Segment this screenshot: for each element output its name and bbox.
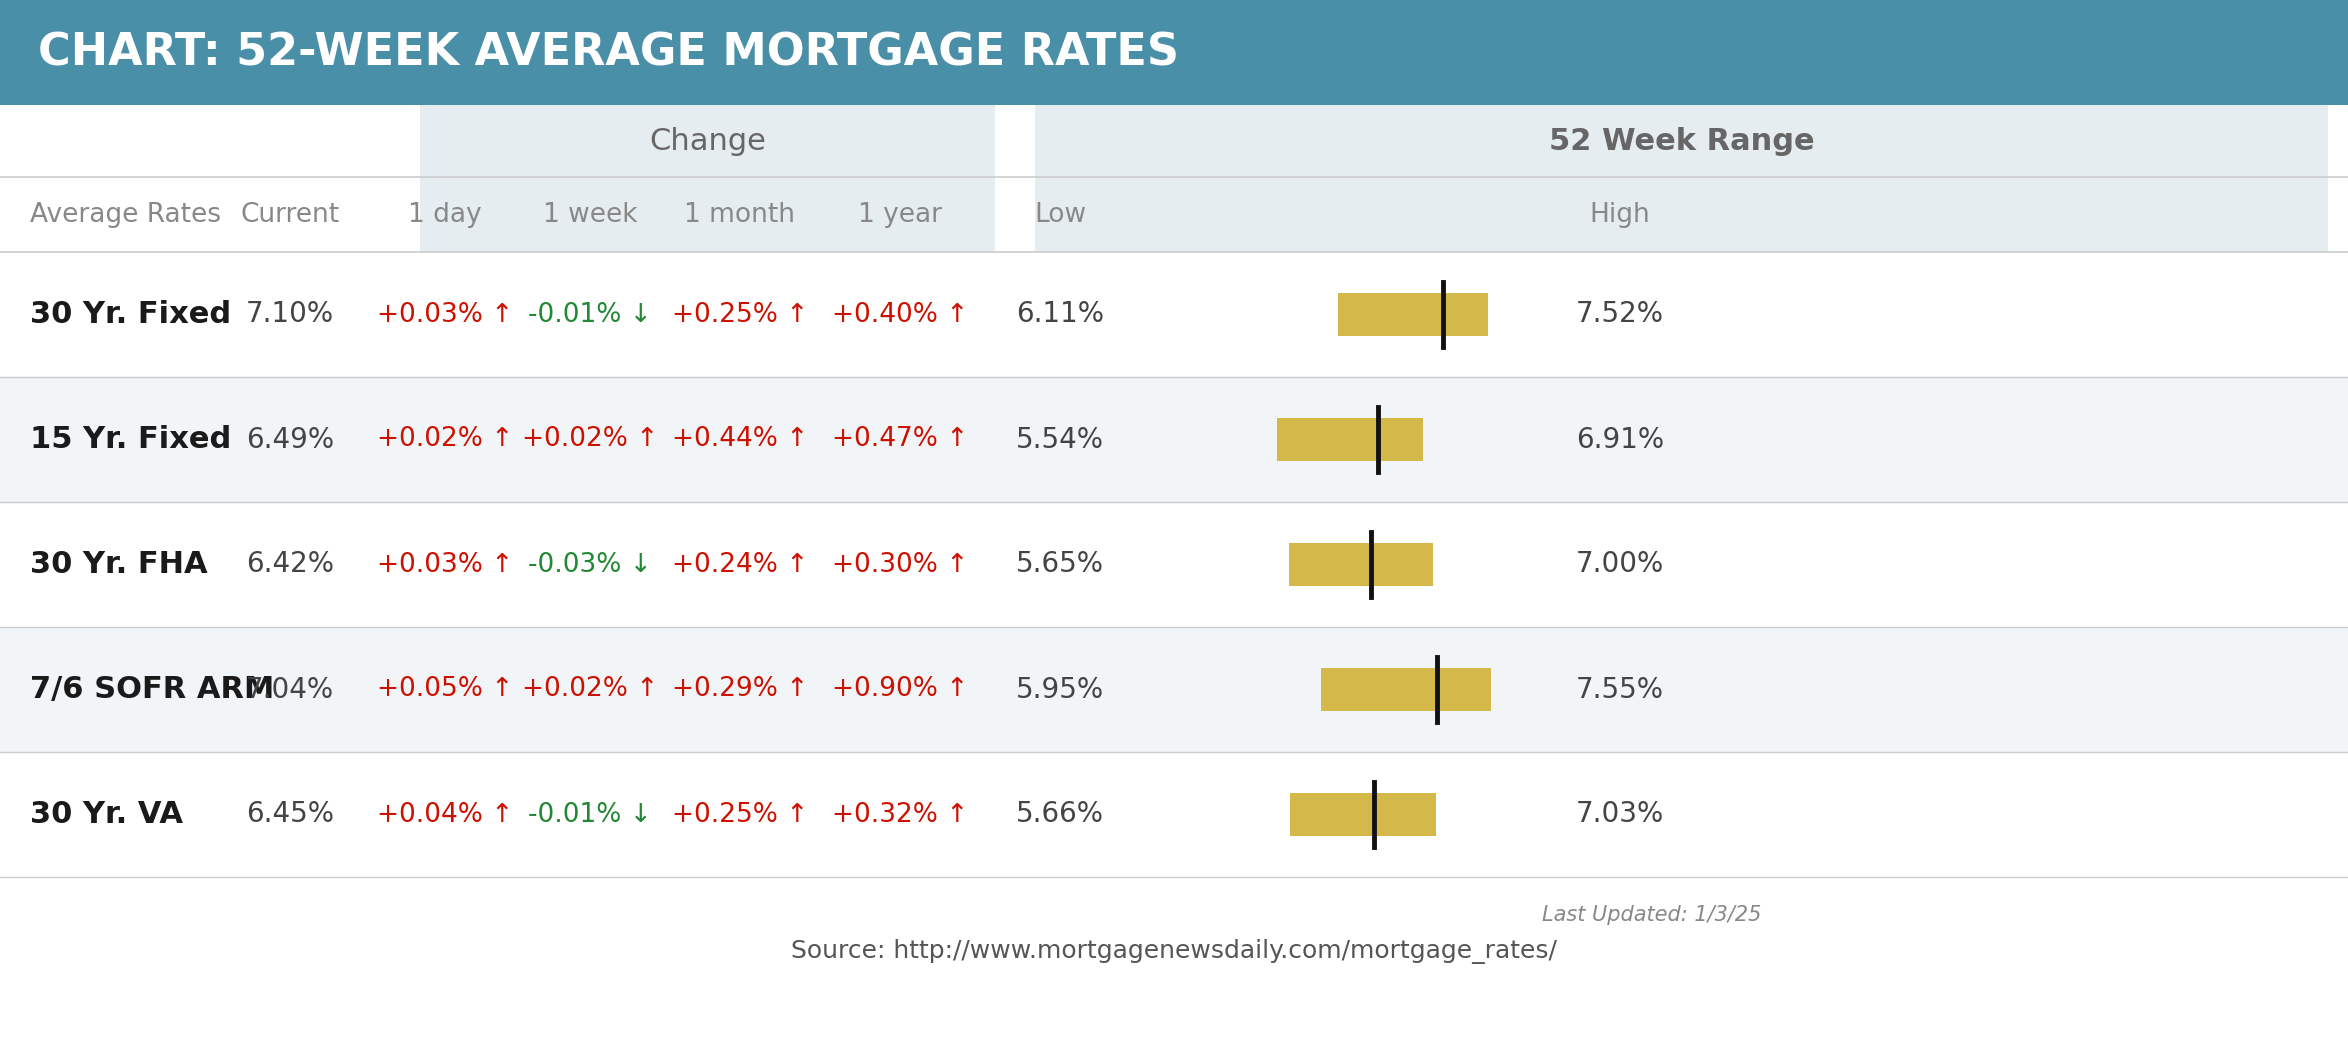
Text: 5.65%: 5.65% — [1017, 551, 1104, 578]
Text: +0.32% ↑: +0.32% ↑ — [831, 801, 967, 828]
Text: 52 Week Range: 52 Week Range — [1550, 126, 1815, 156]
Text: 7.10%: 7.10% — [247, 300, 333, 329]
Text: 7/6 SOFR ARM: 7/6 SOFR ARM — [31, 675, 275, 704]
Text: 1 month: 1 month — [686, 201, 796, 227]
Bar — [0, 0, 2348, 105]
Text: 30 Yr. VA: 30 Yr. VA — [31, 800, 183, 829]
Text: +0.47% ↑: +0.47% ↑ — [831, 426, 967, 453]
Text: Change: Change — [648, 126, 765, 156]
Bar — [1035, 105, 2327, 252]
Text: +0.29% ↑: +0.29% ↑ — [672, 676, 808, 702]
Text: 6.49%: 6.49% — [247, 425, 333, 454]
Text: High: High — [1590, 201, 1651, 227]
Text: -0.03% ↓: -0.03% ↓ — [528, 552, 653, 577]
Text: 30 Yr. FHA: 30 Yr. FHA — [31, 550, 207, 579]
Text: +0.02% ↑: +0.02% ↑ — [376, 426, 514, 453]
Text: Current: Current — [239, 201, 340, 227]
Bar — [0, 252, 2348, 377]
Text: 7.04%: 7.04% — [247, 676, 333, 703]
Bar — [1277, 418, 1423, 461]
Text: 1 week: 1 week — [542, 201, 636, 227]
Text: 5.66%: 5.66% — [1017, 800, 1104, 829]
Bar — [0, 377, 2348, 502]
Text: +0.44% ↑: +0.44% ↑ — [672, 426, 808, 453]
Text: 1 year: 1 year — [857, 201, 942, 227]
Bar — [1338, 293, 1489, 336]
Text: 15 Yr. Fixed: 15 Yr. Fixed — [31, 425, 230, 454]
Text: +0.24% ↑: +0.24% ↑ — [672, 552, 808, 577]
Text: -0.01% ↓: -0.01% ↓ — [528, 301, 653, 327]
Text: 5.54%: 5.54% — [1017, 425, 1104, 454]
Text: +0.30% ↑: +0.30% ↑ — [831, 552, 967, 577]
Text: +0.25% ↑: +0.25% ↑ — [672, 801, 808, 828]
Text: 5.95%: 5.95% — [1017, 676, 1104, 703]
Bar — [0, 627, 2348, 752]
Text: +0.02% ↑: +0.02% ↑ — [521, 426, 657, 453]
Text: +0.02% ↑: +0.02% ↑ — [521, 676, 657, 702]
Text: Last Updated: 1/3/25: Last Updated: 1/3/25 — [1543, 905, 1761, 925]
Text: +0.90% ↑: +0.90% ↑ — [831, 676, 967, 702]
Text: +0.03% ↑: +0.03% ↑ — [376, 301, 514, 327]
Text: CHART: 52-WEEK AVERAGE MORTGAGE RATES: CHART: 52-WEEK AVERAGE MORTGAGE RATES — [38, 31, 1179, 74]
Text: 1 day: 1 day — [409, 201, 481, 227]
Bar — [0, 502, 2348, 627]
Text: 6.45%: 6.45% — [247, 800, 333, 829]
Bar — [420, 105, 996, 252]
Text: 6.11%: 6.11% — [1017, 300, 1104, 329]
Text: 7.03%: 7.03% — [1576, 800, 1665, 829]
Text: 7.00%: 7.00% — [1576, 551, 1665, 578]
Text: 7.52%: 7.52% — [1576, 300, 1665, 329]
Text: Average Rates: Average Rates — [31, 201, 221, 227]
Text: Low: Low — [1033, 201, 1087, 227]
Text: Source: http://www.mortgagenewsdaily.com/mortgage_rates/: Source: http://www.mortgagenewsdaily.com… — [791, 939, 1557, 963]
Text: -0.01% ↓: -0.01% ↓ — [528, 801, 653, 828]
Bar — [1289, 793, 1435, 836]
Bar — [1289, 542, 1432, 587]
Text: +0.25% ↑: +0.25% ↑ — [672, 301, 808, 327]
Text: 30 Yr. Fixed: 30 Yr. Fixed — [31, 300, 230, 329]
Bar — [0, 752, 2348, 877]
Text: +0.40% ↑: +0.40% ↑ — [831, 301, 967, 327]
Text: 6.91%: 6.91% — [1576, 425, 1665, 454]
Text: +0.04% ↑: +0.04% ↑ — [376, 801, 514, 828]
Text: 6.42%: 6.42% — [247, 551, 333, 578]
Bar — [1322, 668, 1491, 712]
Text: +0.03% ↑: +0.03% ↑ — [376, 552, 514, 577]
Text: +0.05% ↑: +0.05% ↑ — [376, 676, 514, 702]
Text: 7.55%: 7.55% — [1576, 676, 1665, 703]
